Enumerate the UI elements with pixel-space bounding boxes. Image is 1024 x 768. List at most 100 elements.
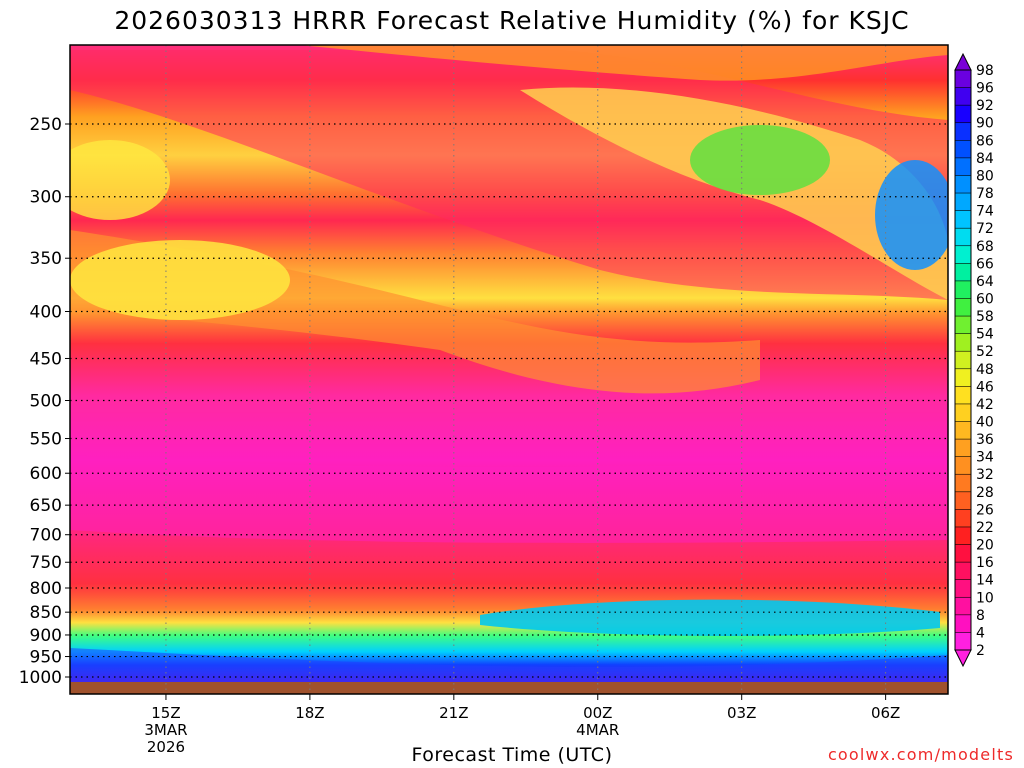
colorbar-frame (954, 69, 972, 651)
colorbar-swatch-84 (955, 157, 971, 176)
colorbar-label-28: 28 (976, 485, 994, 501)
colorbar-label-98: 98 (976, 63, 994, 79)
colorbar-swatch-48 (955, 368, 971, 387)
terrain-strip (70, 682, 948, 694)
colorbar-label-92: 92 (976, 98, 994, 114)
colorbar-label-22: 22 (976, 520, 994, 536)
colorbar: 9896929086848078747268666460585452484642… (954, 52, 994, 668)
x-tick-label-2026: 2026 (147, 738, 185, 756)
y-tick-label-600: 600 (30, 464, 62, 484)
colorbar-label-84: 84 (976, 151, 994, 167)
x-tick-label-03Z: 03Z (727, 704, 756, 722)
mid-yellow-pocket (70, 240, 290, 320)
colorbar-swatch-8 (955, 614, 971, 633)
colorbar-swatch-58 (955, 316, 971, 335)
colorbar-label-48: 48 (976, 362, 994, 378)
x-axis-title: Forecast Time (UTC) (411, 744, 613, 766)
colorbar-swatch-22 (955, 526, 971, 546)
moist-band-upper (520, 87, 948, 300)
colorbar-label-66: 66 (976, 256, 994, 272)
colorbar-swatch-90 (955, 122, 971, 141)
colorbar-swatch-78 (955, 193, 971, 212)
upper-orange-band (300, 45, 948, 81)
colorbar-label-32: 32 (976, 467, 994, 483)
colorbar-label-58: 58 (976, 309, 994, 325)
y-tick-label-300: 300 (30, 188, 62, 208)
plot-frame (69, 44, 949, 695)
y-tick-label-800: 800 (30, 579, 62, 599)
colorbar-label-26: 26 (976, 502, 994, 518)
colorbar-label-42: 42 (976, 397, 994, 413)
colorbar-label-96: 96 (976, 81, 994, 97)
colorbar-label-52: 52 (976, 344, 994, 360)
y-tick-label-950: 950 (30, 648, 62, 668)
y-tick-label-350: 350 (30, 249, 62, 269)
colorbar-label-10: 10 (976, 590, 994, 606)
near-surface-moist (70, 648, 948, 682)
colorbar-swatch-54 (955, 333, 971, 352)
colorbar-label-46: 46 (976, 379, 994, 395)
colorbar-label-80: 80 (976, 168, 994, 184)
colorbar-swatch-20 (955, 544, 971, 563)
x-tick-label-00Z: 00Z (583, 704, 612, 722)
colorbar-label-36: 36 (976, 432, 994, 448)
colorbar-swatch-32 (955, 474, 971, 493)
colorbar-swatch-28 (955, 491, 971, 510)
y-tick-label-1000: 1000 (19, 668, 62, 688)
y-tick-label-450: 450 (30, 349, 62, 369)
colorbar-label-86: 86 (976, 133, 994, 149)
x-tick-label-4MAR: 4MAR (576, 721, 619, 739)
colorbar-swatch-74 (955, 210, 971, 229)
colorbar-swatch-98 (955, 70, 971, 89)
colorbar-swatch-42 (955, 403, 971, 423)
colorbar-label-90: 90 (976, 116, 994, 132)
y-tick-label-750: 750 (30, 553, 62, 573)
colorbar-swatch-92 (955, 105, 971, 124)
gridlines (70, 45, 948, 694)
moist-pocket-300 (875, 160, 948, 270)
colorbar-label-64: 64 (976, 274, 994, 290)
colorbar-swatch-80 (955, 175, 971, 194)
colorbar-label-4: 4 (976, 625, 985, 641)
colorbar-top-arrow (954, 52, 972, 71)
colorbar-label-72: 72 (976, 221, 994, 237)
y-tick-label-400: 400 (30, 302, 62, 322)
colorbar-swatch-64 (955, 280, 971, 299)
colorbar-label-8: 8 (976, 608, 985, 624)
colorbar-label-68: 68 (976, 239, 994, 255)
colorbar-swatch-36 (955, 439, 971, 458)
colorbar-swatch-52 (955, 351, 971, 370)
y-tick-label-850: 850 (30, 603, 62, 623)
colorbar-swatch-66 (955, 263, 971, 282)
colorbar-label-60: 60 (976, 291, 994, 307)
chart-title: 2026030313 HRRR Forecast Relative Humidi… (114, 6, 910, 35)
x-tick-label-3MAR: 3MAR (144, 721, 187, 739)
colorbar-swatch-46 (955, 386, 971, 405)
x-tick-label-06Z: 06Z (871, 704, 900, 722)
x-tick-label-21Z: 21Z (439, 704, 468, 722)
colorbar-label-20: 20 (976, 538, 994, 554)
y-tick-label-550: 550 (30, 430, 62, 450)
colorbar-label-2: 2 (976, 643, 985, 659)
y-axis: 250 300 350 400 450 500 550 600 650 700 750 800 850 9… (19, 115, 70, 688)
moist-pocket-250 (690, 125, 830, 195)
colorbar-swatch-14 (955, 579, 971, 598)
source-credit: coolwx.com/modelts (827, 745, 1014, 764)
x-tick-label-15Z: 15Z (151, 704, 180, 722)
colorbar-label-74: 74 (976, 204, 994, 220)
y-tick-label-250: 250 (30, 115, 62, 135)
colorbar-label-78: 78 (976, 186, 994, 202)
colorbar-label-14: 14 (976, 573, 994, 589)
colorbar-swatch-34 (955, 456, 971, 475)
colorbar-swatch-4 (955, 632, 971, 651)
colorbar-swatch-16 (955, 562, 971, 581)
colorbar-swatch-60 (955, 298, 971, 317)
colorbar-swatch-10 (955, 597, 971, 616)
y-tick-label-500: 500 (30, 392, 62, 412)
colorbar-swatch-40 (955, 421, 971, 440)
colorbar-swatch-96 (955, 87, 971, 106)
colorbar-swatch-68 (955, 245, 971, 264)
colorbar-swatch-26 (955, 509, 971, 528)
